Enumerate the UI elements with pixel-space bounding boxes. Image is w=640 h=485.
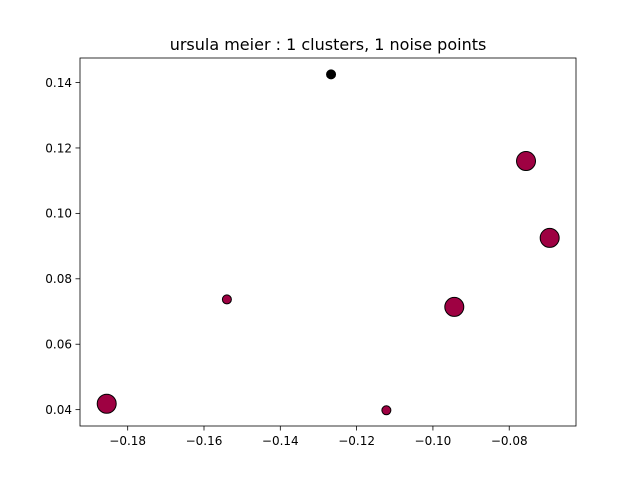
noise-point: [326, 69, 337, 80]
y-tick-label: 0.06: [45, 338, 72, 352]
axes-frame: [79, 57, 577, 427]
x-tick-label: −0.16: [186, 434, 223, 448]
y-tick-label: 0.04: [45, 403, 72, 417]
core-point: [516, 151, 537, 172]
x-tick-label: −0.14: [262, 434, 299, 448]
y-tick-label: 0.08: [45, 272, 72, 286]
plot-area: −0.18 −0.16 −0.14 −0.12 −0.10 −0.08 0.04 0.06 0.…: [45, 57, 577, 448]
border-point: [381, 405, 392, 416]
x-tick-label: −0.08: [491, 434, 528, 448]
border-point: [221, 294, 232, 305]
x-tick-label: −0.10: [415, 434, 452, 448]
core-point: [96, 393, 117, 414]
y-tick-label: 0.10: [45, 207, 72, 221]
chart-title: ursula meier : 1 clusters, 1 noise point…: [170, 35, 487, 54]
x-tick-label: −0.12: [338, 434, 375, 448]
core-point: [539, 227, 560, 248]
y-tick-label: 0.14: [45, 76, 72, 90]
y-tick-label: 0.12: [45, 141, 72, 155]
x-tick-label: −0.18: [109, 434, 146, 448]
core-point: [444, 296, 465, 317]
